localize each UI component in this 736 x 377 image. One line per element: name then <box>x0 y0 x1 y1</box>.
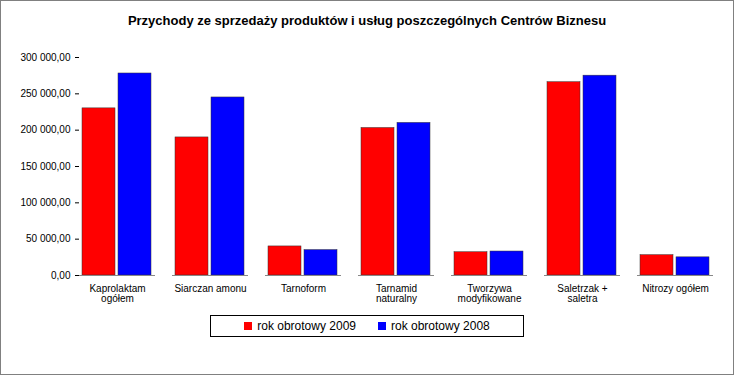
svg-text:300 000,00: 300 000,00 <box>20 52 70 63</box>
svg-text:Tarnamidnaturalny: Tarnamidnaturalny <box>376 283 417 304</box>
html-text:rok obrotowy 2009: rok obrotowy 2009 <box>257 319 356 333</box>
svg-text:100 000,00: 100 000,00 <box>20 197 70 208</box>
svg-text:Kaprolaktamogółem: Kaprolaktamogółem <box>89 283 145 304</box>
svg-text:50 000,00: 50 000,00 <box>26 233 71 244</box>
html-text:Przychody ze sprzedaży produkt: Przychody ze sprzedaży produktów i usług… <box>127 13 607 28</box>
svg-text:0,00: 0,00 <box>51 270 71 281</box>
svg-text:250 000,00: 250 000,00 <box>20 88 70 99</box>
svg-text:Nitrozy ogółem: Nitrozy ogółem <box>642 283 709 294</box>
html-text:rok obrotowy 2008: rok obrotowy 2008 <box>391 319 490 333</box>
svg-text:Tworzywamodyfikowane: Tworzywamodyfikowane <box>458 283 522 304</box>
svg-text:200 000,00: 200 000,00 <box>20 124 70 135</box>
svg-text:Tarnoform: Tarnoform <box>281 283 326 294</box>
svg-text:150 000,00: 150 000,00 <box>20 161 70 172</box>
svg-text:Saletrzak +saletra: Saletrzak +saletra <box>557 283 607 304</box>
svg-text:Siarczan amonu: Siarczan amonu <box>174 283 246 294</box>
